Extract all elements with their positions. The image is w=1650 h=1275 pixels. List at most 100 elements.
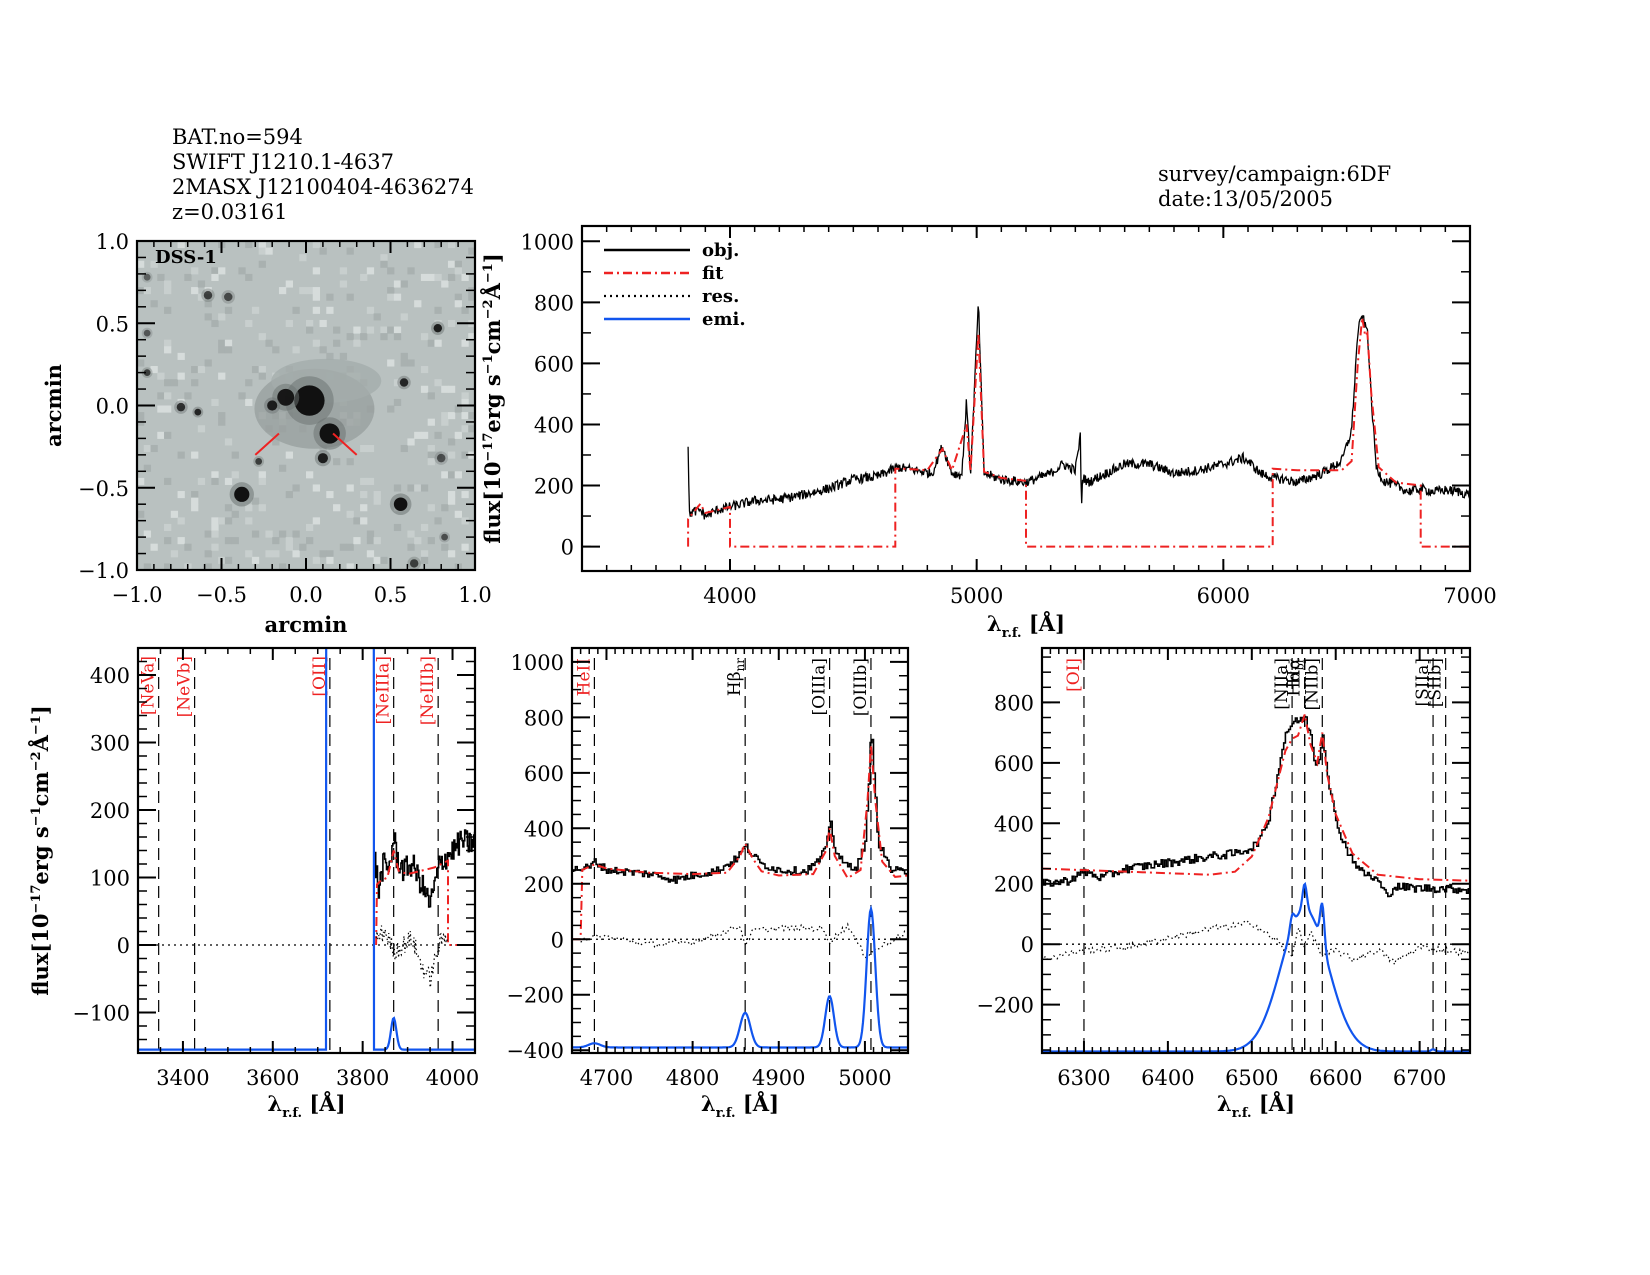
x-tick-label: 4000 [703,584,756,608]
image-pixel [299,254,307,262]
y-tick-label: 200 [534,475,574,499]
series-res [1042,919,1470,967]
image-pixel [137,359,145,367]
image-pixel [258,471,266,479]
image-pixel [346,333,354,341]
image-pixel [353,537,361,545]
image-pixel [393,293,402,301]
image-pixel [150,444,158,453]
image-pixel [387,293,395,301]
image-pixel [400,352,408,360]
image-pixel [251,366,260,374]
image-pixel [299,543,307,551]
image-pixel [414,537,422,545]
series-res [375,925,449,988]
x-axis-label: arcmin [265,612,348,637]
image-pixel [238,267,246,275]
image-pixel [285,451,293,459]
y-tick-label: 200 [994,873,1034,897]
image-pixel [299,287,307,295]
image-pixel [150,260,158,268]
image-pixel [137,412,145,420]
x-axis-label: λr.f. [Å] [701,1091,779,1121]
image-pixel [177,517,185,525]
image-pixel [164,477,172,485]
source [399,378,409,387]
image-pixel [306,319,314,328]
image-pixel [312,287,321,295]
image-pixel [251,530,260,538]
image-pixel [312,339,321,347]
image-pixel [414,241,422,249]
image-pixel [420,366,429,374]
image-pixel [420,431,429,439]
series-group [1042,714,1470,1053]
image-pixel [468,425,475,433]
image-pixel [177,451,185,459]
image-pixel [407,267,415,275]
y-tick-label: 400 [994,812,1034,836]
image-pixel [387,267,395,275]
image-pixel [292,550,300,558]
image-pixel [170,550,179,558]
image-pixel [224,346,233,354]
image-pixel [251,556,260,564]
image-pixel [326,306,334,314]
image-pixel [441,543,449,551]
source [176,402,186,412]
image-pixel [191,451,199,459]
x-tick-label: 4000 [426,1066,479,1090]
image-pixel [177,537,185,545]
image-pixel [150,366,158,374]
x-tick-label: 3400 [156,1066,209,1090]
line-label: [SIIb] [1426,658,1446,707]
series-obj [687,306,1470,520]
image-pixel [184,543,192,551]
image-pixel [258,477,266,485]
image-pixel [454,300,462,308]
image-pixel [346,543,354,551]
image-pixel [387,359,395,367]
image-pixel [191,491,199,499]
y-tick-label: 1.0 [96,230,129,254]
image-pixel [360,333,368,341]
image-pixel [231,510,239,518]
image-pixel [258,504,266,512]
line-label: Hα [1285,657,1305,684]
image-pixel [218,339,226,347]
line-markers: HeII Hβnr [OIIIa] [OIIIb] [574,658,872,1053]
image-pixel [319,444,327,453]
image-pixel [306,287,314,295]
image-pixel [278,563,287,570]
image-pixel [380,326,388,334]
y-tick-label: 600 [994,752,1034,776]
image-pixel [251,306,260,314]
image-pixel [191,504,199,512]
image-pixel [238,392,246,400]
series-group [687,306,1470,548]
image-pixel [278,530,287,538]
image-pixel [137,510,145,518]
x-tick-label: 3600 [246,1066,299,1090]
image-pixel [461,491,469,499]
image-pixel [137,477,145,485]
image-pixel [285,491,293,499]
image-pixel [346,510,354,518]
image-pixel [272,438,280,446]
image-pixel [312,484,321,492]
dss-image [137,241,475,570]
image-pixel [353,326,361,334]
image-pixel [339,543,348,551]
image-pixel [393,379,402,387]
image-pixel [400,359,408,367]
image-pixel [447,471,456,479]
y-tick-label: −400 [506,1039,564,1063]
image-pixel [164,346,172,354]
image-pixel [272,550,280,558]
image-pixel [292,530,300,538]
x-tick-label: 5000 [950,584,1003,608]
image-pixel [164,280,172,288]
source [277,388,295,406]
image-pixel [360,444,368,453]
